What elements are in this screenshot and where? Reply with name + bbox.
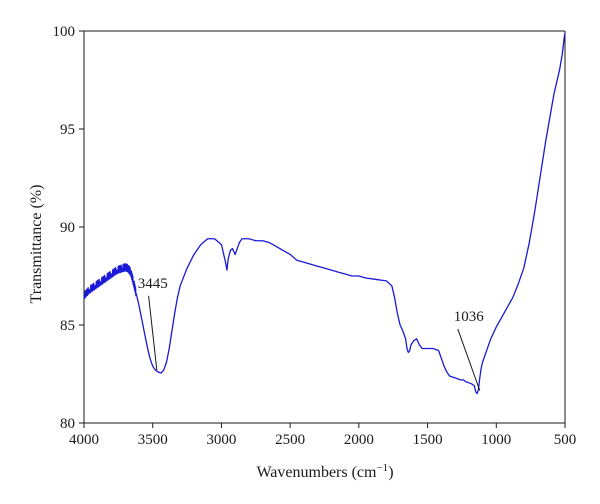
y-tick-label: 85 bbox=[60, 318, 75, 334]
peak-leader-line bbox=[148, 295, 158, 371]
x-tick-label: 3500 bbox=[138, 432, 168, 448]
spectrum-line bbox=[83, 32, 566, 395]
x-axis-title-superscript: −1 bbox=[376, 462, 388, 474]
x-tick-label: 1000 bbox=[481, 432, 511, 448]
y-axis-title: Transmittance (%) bbox=[28, 185, 45, 304]
y-ticks: 80 85 90 95 100 bbox=[53, 24, 84, 432]
x-tick-label: 2000 bbox=[344, 432, 374, 448]
x-tick-label: 3000 bbox=[206, 432, 236, 448]
x-tick-label: 4000 bbox=[69, 432, 99, 448]
x-tick-label: 2500 bbox=[275, 432, 305, 448]
y-tick-label: 95 bbox=[60, 122, 75, 138]
x-tick-label: 500 bbox=[554, 432, 577, 448]
y-tick-label: 100 bbox=[53, 24, 76, 40]
x-axis-title: Wavenumbers (cm−1) bbox=[256, 462, 393, 481]
peak-leader-line bbox=[457, 328, 481, 391]
x-axis-title-close: ) bbox=[388, 464, 393, 481]
y-tick-label: 90 bbox=[60, 220, 75, 236]
peak-label: 1036 bbox=[454, 309, 485, 325]
x-axis-title-text: Wavenumbers (cm bbox=[256, 464, 377, 481]
peak-annotations: 3445 1036 bbox=[138, 276, 485, 391]
y-tick-label: 80 bbox=[60, 416, 75, 432]
peak-label: 3445 bbox=[138, 276, 168, 292]
x-tick-label: 1500 bbox=[413, 432, 443, 448]
x-ticks: 4000 3500 3000 2500 2000 1500 1000 500 bbox=[69, 423, 576, 448]
